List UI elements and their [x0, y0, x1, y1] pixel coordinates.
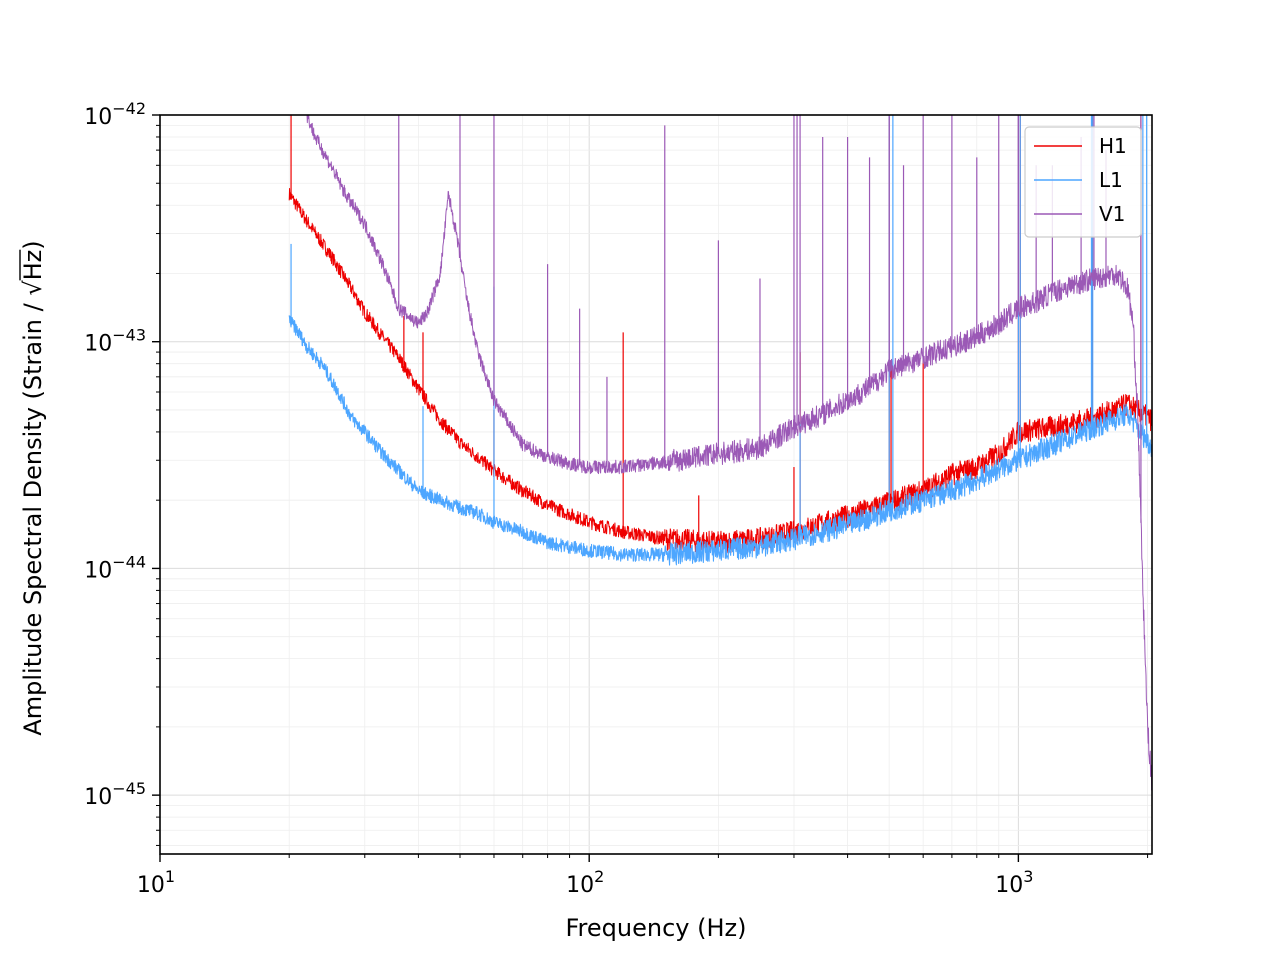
y-axis-label: Amplitude Spectral Density (Strain / √Hz…	[19, 240, 47, 735]
y-axis-label-radical: √	[19, 280, 47, 296]
series-v1-line	[306, 115, 1152, 791]
y-tick-label: 10−43	[84, 326, 146, 357]
x-tick-label: 102	[566, 867, 604, 898]
legend-label-v1: V1	[1099, 202, 1125, 226]
plot-area	[160, 115, 1152, 854]
x-tick-label: 101	[137, 867, 175, 898]
y-tick-label: 10−42	[84, 99, 146, 130]
series-layer	[288, 115, 1152, 791]
legend-label-h1: H1	[1099, 134, 1127, 158]
plot-frame	[159, 114, 1153, 855]
legend: H1 L1 V1	[1024, 126, 1142, 238]
y-axis-label-text: Amplitude Spectral Density (Strain / √Hz…	[19, 240, 47, 735]
y-tick-label: 10−45	[84, 779, 146, 810]
series-h1-line	[288, 187, 1152, 554]
y-axis-label-prefix: Amplitude Spectral Density (Strain /	[19, 296, 47, 736]
y-axis-label-radicand: Hz	[19, 250, 47, 281]
axis-ticks: 101 102 103 10−42 10−43 10−44 10−45	[84, 99, 1149, 898]
y-axis-label-suffix: )	[19, 240, 47, 249]
y-tick-label: 10−44	[84, 552, 146, 583]
x-axis-label: Frequency (Hz)	[566, 914, 747, 942]
series-v1	[306, 115, 1152, 791]
series-l1-line	[288, 315, 1152, 566]
legend-frame	[1024, 126, 1142, 238]
legend-label-l1: L1	[1099, 168, 1123, 192]
x-tick-label: 103	[995, 867, 1033, 898]
